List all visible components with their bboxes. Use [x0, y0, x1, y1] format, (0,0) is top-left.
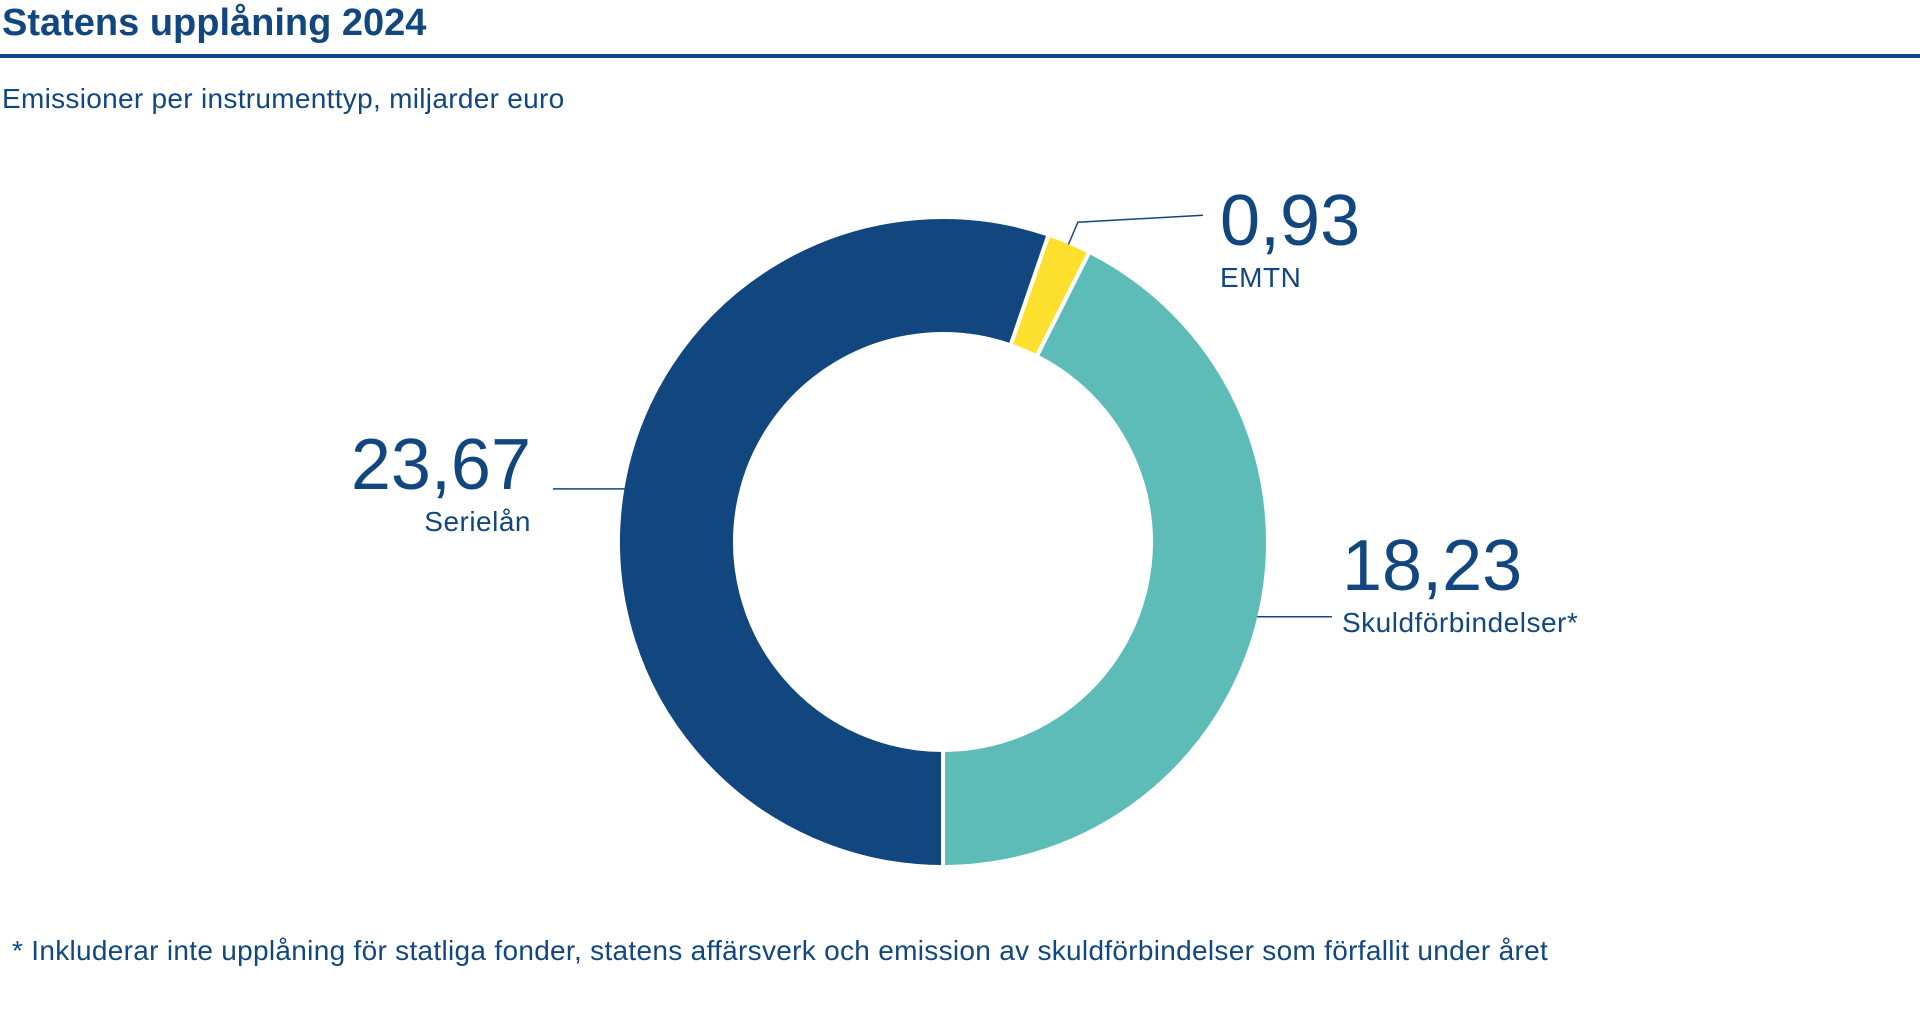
data-label-value-seriel-n: 23,67: [351, 425, 531, 505]
data-label-value-emtn: 0,93: [1220, 181, 1360, 261]
data-label-value-skuldf-rbindelser: 18,23: [1342, 526, 1522, 606]
data-label-name-skuldf-rbindelser: Skuldförbindelser*: [1342, 607, 1578, 638]
slice-seriel-n: [616, 215, 1051, 869]
slice-skuldf-rbindelser: [941, 249, 1271, 869]
leader-line-emtn: [1067, 214, 1204, 245]
data-label-name-emtn: EMTN: [1220, 262, 1301, 293]
donut-slices: [616, 215, 1271, 869]
footnote: * Inkluderar inte upplåning för statliga…: [12, 935, 1549, 966]
title-divider: [0, 54, 1920, 58]
chart-subtitle: Emissioner per instrumenttyp, miljarder …: [2, 83, 565, 114]
chart-title: Statens upplåning 2024: [2, 2, 427, 44]
data-label-name-seriel-n: Serielån: [424, 506, 531, 537]
